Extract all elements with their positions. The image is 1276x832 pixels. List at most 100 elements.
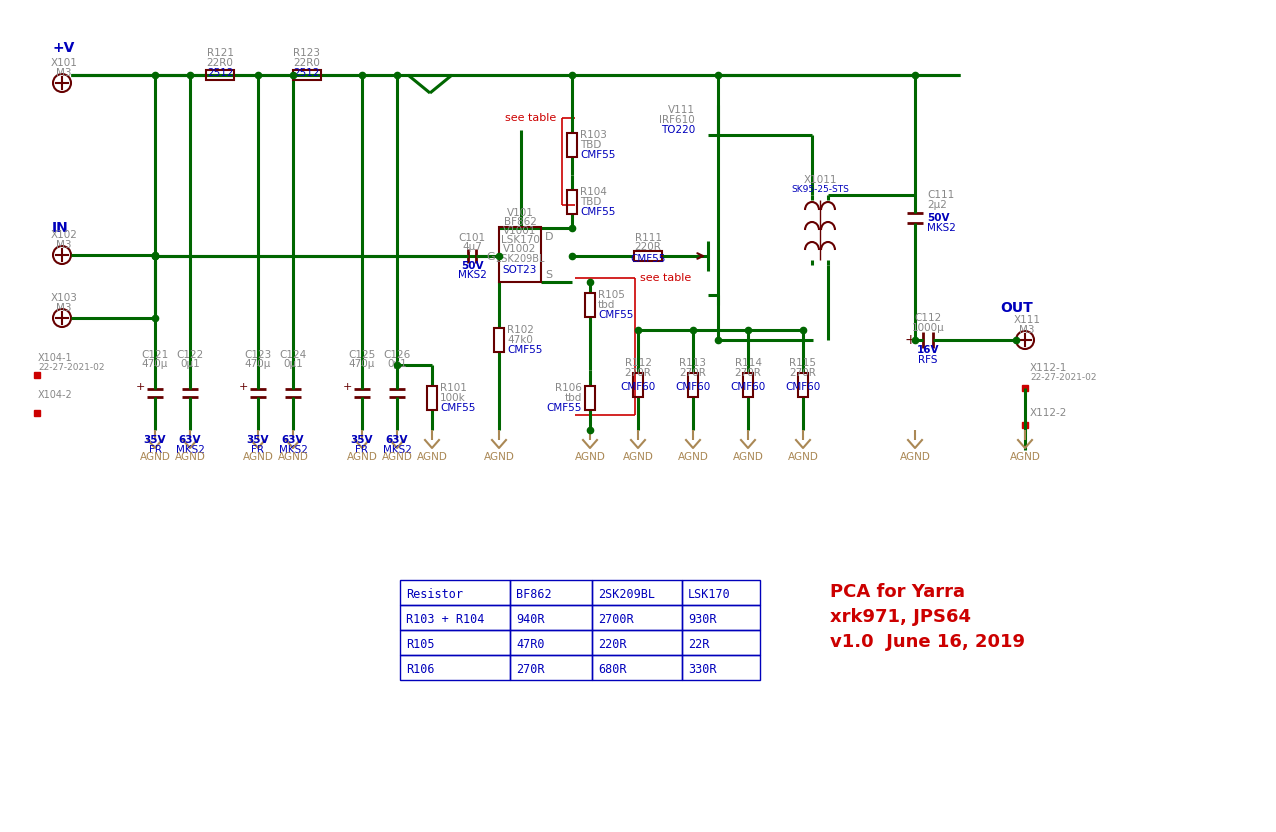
Text: 270R: 270R (735, 368, 762, 378)
Text: C125: C125 (348, 350, 375, 360)
Text: tbd: tbd (598, 300, 615, 310)
Bar (681, 630, 760, 655)
Text: CMF55: CMF55 (440, 403, 476, 413)
Text: AGND: AGND (1009, 452, 1040, 462)
Text: X112-1: X112-1 (1030, 363, 1068, 373)
Bar (584, 386, 595, 410)
Text: 470μ: 470μ (348, 359, 375, 369)
Text: C101: C101 (458, 233, 486, 243)
Text: PCA for Yarra: PCA for Yarra (829, 583, 965, 601)
Text: AGND: AGND (242, 452, 273, 462)
Text: R123: R123 (293, 48, 320, 58)
Text: CMF55: CMF55 (546, 403, 582, 413)
Text: AGND: AGND (139, 452, 171, 462)
Text: AGND: AGND (175, 452, 205, 462)
Text: X102: X102 (51, 230, 78, 240)
Bar (592, 580, 681, 605)
Text: AGND: AGND (278, 452, 309, 462)
Text: 50V: 50V (926, 213, 949, 223)
Text: 35V: 35V (144, 435, 166, 445)
Bar (688, 373, 698, 397)
Text: 0μ1: 0μ1 (180, 359, 200, 369)
Text: 930R: 930R (688, 613, 717, 626)
Text: MKS2: MKS2 (926, 223, 956, 233)
Text: C122: C122 (176, 350, 204, 360)
Text: 270R: 270R (516, 663, 545, 676)
Bar (499, 227, 541, 282)
Text: X1011: X1011 (804, 175, 837, 185)
Text: C126: C126 (383, 350, 411, 360)
Text: 470μ: 470μ (142, 359, 168, 369)
Text: R101: R101 (440, 383, 467, 393)
Bar (494, 328, 504, 352)
Text: SOT23: SOT23 (503, 265, 537, 275)
Bar (798, 373, 808, 397)
Text: R112: R112 (624, 358, 652, 368)
Text: R104: R104 (581, 187, 607, 197)
Text: R103 + R104: R103 + R104 (406, 613, 485, 626)
Bar (399, 655, 510, 680)
Bar (205, 70, 234, 80)
Text: M3: M3 (56, 303, 71, 313)
Text: AGND: AGND (900, 452, 930, 462)
Text: CMF60: CMF60 (785, 382, 820, 392)
Text: FR: FR (148, 445, 162, 455)
Text: R121: R121 (207, 48, 234, 58)
Text: AGND: AGND (484, 452, 514, 462)
Text: TBD: TBD (581, 197, 601, 207)
Text: S: S (545, 270, 553, 280)
Bar (399, 580, 510, 605)
Text: C111: C111 (926, 190, 954, 200)
Text: tbd: tbd (564, 393, 582, 403)
Bar (633, 373, 643, 397)
Text: 22R: 22R (688, 638, 709, 651)
Text: 220R: 220R (634, 242, 661, 252)
Text: 47k0: 47k0 (507, 335, 533, 345)
Text: BF862: BF862 (504, 217, 536, 227)
Bar (510, 580, 592, 605)
Text: AGND: AGND (732, 452, 763, 462)
Text: R113: R113 (680, 358, 707, 368)
Text: 1000μ: 1000μ (911, 323, 944, 333)
Text: D: D (545, 232, 554, 242)
Text: SK95-25-STS: SK95-25-STS (791, 186, 849, 195)
Text: xrk971, JPS64: xrk971, JPS64 (829, 608, 971, 626)
Text: BF862: BF862 (516, 588, 551, 601)
Text: MKS2: MKS2 (278, 445, 308, 455)
Text: C112: C112 (915, 313, 942, 323)
Text: MKS2: MKS2 (458, 270, 486, 280)
Text: AGND: AGND (347, 452, 378, 462)
Bar (592, 655, 681, 680)
Text: R114: R114 (735, 358, 762, 368)
Text: CMF60: CMF60 (675, 382, 711, 392)
Bar (592, 630, 681, 655)
Text: CMF60: CMF60 (730, 382, 766, 392)
Text: X112-2: X112-2 (1030, 408, 1068, 418)
Text: G: G (486, 252, 495, 262)
Text: Resistor: Resistor (406, 588, 463, 601)
Text: C123: C123 (245, 350, 272, 360)
Text: M3: M3 (56, 68, 71, 78)
Bar (399, 605, 510, 630)
Text: 940R: 940R (516, 613, 545, 626)
Text: TO220: TO220 (661, 125, 695, 135)
Text: R103: R103 (581, 130, 607, 140)
Text: 270R: 270R (624, 368, 652, 378)
Text: V1001: V1001 (503, 226, 537, 236)
Bar (567, 190, 577, 214)
Text: 22R0: 22R0 (293, 58, 320, 68)
Text: V1002: V1002 (503, 244, 537, 254)
Bar (584, 293, 595, 317)
Text: v1.0  June 16, 2019: v1.0 June 16, 2019 (829, 633, 1025, 651)
Text: 63V: 63V (282, 435, 304, 445)
Text: X111: X111 (1013, 315, 1040, 325)
Text: X104-1: X104-1 (38, 353, 73, 363)
Text: CMF55: CMF55 (630, 254, 666, 264)
Text: 470μ: 470μ (245, 359, 272, 369)
Text: FR: FR (251, 445, 264, 455)
Bar (592, 605, 681, 630)
Text: 4μ7: 4μ7 (462, 242, 482, 252)
Bar (510, 630, 592, 655)
Text: 2700R: 2700R (598, 613, 634, 626)
Text: 270R: 270R (790, 368, 817, 378)
